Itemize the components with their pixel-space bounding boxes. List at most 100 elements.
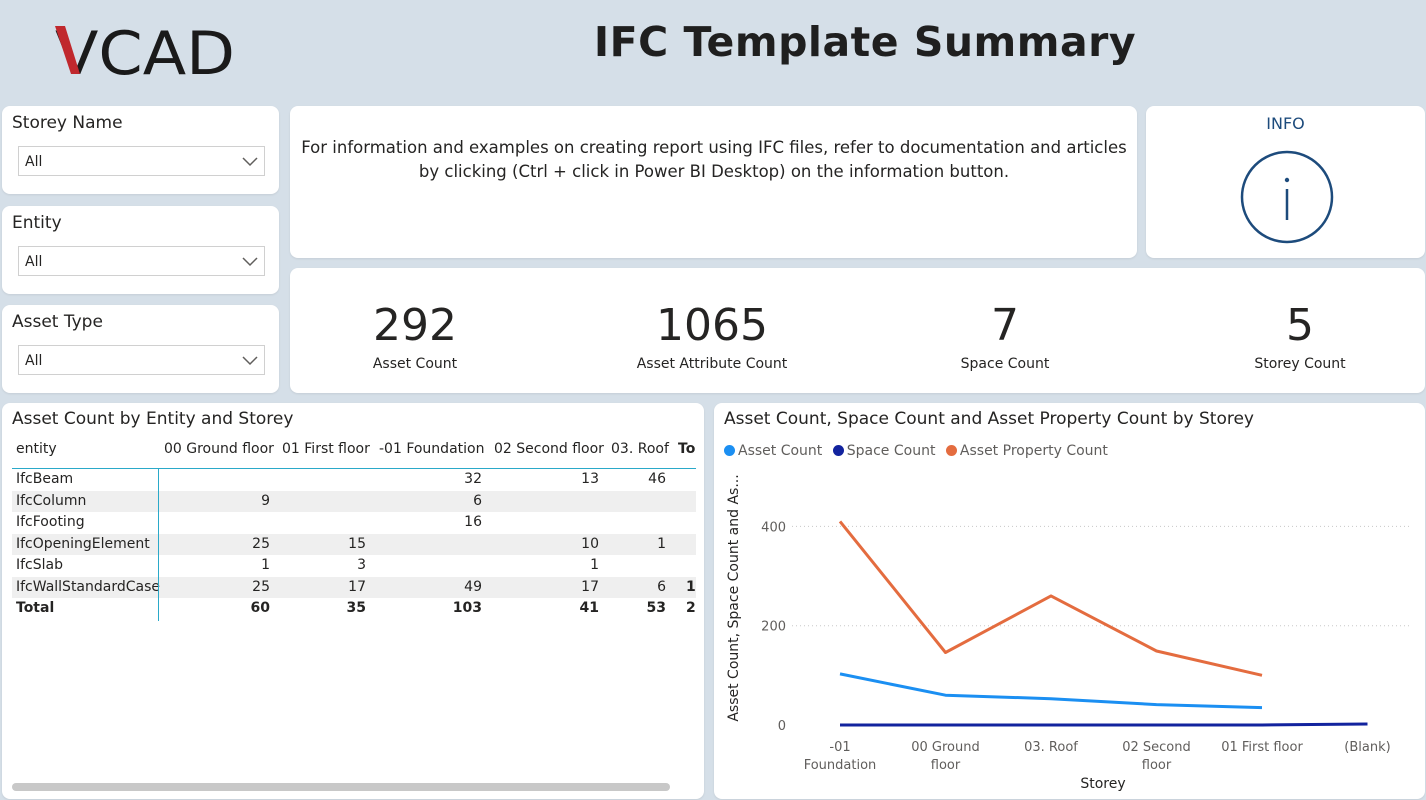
table-cell: 1 bbox=[657, 535, 666, 552]
column-header[interactable]: -01 Foundation bbox=[379, 441, 485, 457]
table-cell: 46 bbox=[648, 471, 666, 487]
data-point[interactable] bbox=[836, 670, 844, 678]
data-point[interactable] bbox=[1364, 720, 1372, 728]
kpi-space-count: 7 Space Count bbox=[925, 298, 1085, 372]
data-point[interactable] bbox=[1258, 704, 1266, 712]
horizontal-scrollbar[interactable] bbox=[12, 783, 670, 791]
x-tick-label: 03. Roof bbox=[1024, 740, 1078, 755]
table-cell: 32 bbox=[464, 471, 482, 487]
slicer-title: Entity bbox=[12, 213, 62, 233]
chevron-down-icon bbox=[242, 257, 258, 267]
asset-type-dropdown[interactable]: All bbox=[18, 345, 265, 375]
table-cell: 53 bbox=[646, 600, 666, 616]
table-cell: 13 bbox=[581, 471, 599, 487]
entity-dropdown[interactable]: All bbox=[18, 246, 265, 276]
table-cell: 103 bbox=[452, 600, 482, 616]
x-tick-label: 01 First floor bbox=[1221, 740, 1303, 755]
data-point[interactable] bbox=[942, 721, 950, 729]
x-tick-label: -01 bbox=[829, 740, 850, 755]
table-row[interactable]: IfcWallStandardCase 25 17 49 17 6 1 bbox=[12, 576, 696, 598]
info-icon[interactable] bbox=[1240, 150, 1334, 244]
kpi-value: 5 bbox=[1286, 300, 1314, 351]
table-cell: 1 bbox=[686, 578, 696, 595]
slicer-title: Storey Name bbox=[12, 113, 123, 133]
kpi-card: 292 Asset Count 1065 Asset Attribute Cou… bbox=[290, 268, 1425, 393]
column-header[interactable]: 02 Second floor bbox=[494, 441, 604, 457]
table-cell: 25 bbox=[252, 578, 270, 595]
chart-title: Asset Count, Space Count and Asset Prope… bbox=[724, 409, 1254, 429]
table-cell: 25 bbox=[252, 535, 270, 552]
info-text-card: For information and examples on creating… bbox=[290, 106, 1137, 258]
legend-item-space-count[interactable]: Space Count bbox=[832, 443, 935, 459]
table-cell: 60 bbox=[250, 600, 270, 616]
data-point[interactable] bbox=[1047, 695, 1055, 703]
chart-legend: Asset Count Space Count Asset Property C… bbox=[724, 443, 1114, 459]
storey-name-dropdown[interactable]: All bbox=[18, 146, 265, 176]
x-axis-label: Storey bbox=[1080, 776, 1125, 792]
vcad-logo: VCAD bbox=[55, 22, 235, 78]
column-header[interactable]: To bbox=[678, 441, 696, 457]
x-tick-label: 02 Second bbox=[1122, 740, 1191, 755]
row-header: IfcWallStandardCase bbox=[16, 578, 161, 595]
table-row[interactable]: IfcBeam 32 13 46 bbox=[12, 469, 696, 490]
column-header[interactable]: 03. Roof bbox=[611, 441, 669, 457]
matrix-card: Asset Count by Entity and Storey entity … bbox=[2, 403, 704, 799]
x-tick-label: Foundation bbox=[804, 758, 877, 773]
table-cell: 35 bbox=[346, 600, 366, 616]
table-row[interactable]: IfcOpeningElement 25 15 10 1 bbox=[12, 533, 696, 555]
data-point[interactable] bbox=[942, 691, 950, 699]
data-point[interactable] bbox=[942, 649, 950, 657]
data-point[interactable] bbox=[1258, 721, 1266, 729]
table-row[interactable]: IfcColumn 9 6 bbox=[12, 490, 696, 512]
column-header[interactable]: 01 First floor bbox=[282, 441, 370, 457]
info-description: For information and examples on creating… bbox=[301, 138, 1127, 181]
legend-item-asset-count[interactable]: Asset Count bbox=[724, 443, 822, 459]
row-header: IfcSlab bbox=[16, 557, 63, 573]
series-line-asset-property-count[interactable] bbox=[838, 520, 1263, 677]
kpi-asset-attribute-count: 1065 Asset Attribute Count bbox=[612, 298, 812, 372]
svg-text:VCAD: VCAD bbox=[55, 22, 235, 78]
column-header[interactable]: 00 Ground floor bbox=[164, 441, 274, 457]
row-header-divider bbox=[158, 469, 159, 621]
legend-item-asset-property-count[interactable]: Asset Property Count bbox=[945, 443, 1108, 459]
slicer-storey-name: Storey Name All bbox=[2, 106, 279, 194]
table-row[interactable]: IfcSlab 1 3 1 bbox=[12, 555, 696, 576]
kpi-asset-count: 292 Asset Count bbox=[335, 298, 495, 372]
data-point[interactable] bbox=[836, 721, 844, 729]
data-point[interactable] bbox=[1047, 592, 1055, 600]
data-point[interactable] bbox=[1153, 721, 1161, 729]
table-cell: 41 bbox=[579, 600, 599, 616]
matrix-total-row[interactable]: Total 60 35 103 41 53 2 bbox=[12, 598, 696, 619]
slicer-title: Asset Type bbox=[12, 312, 103, 332]
data-point[interactable] bbox=[1047, 721, 1055, 729]
x-tick-label: floor bbox=[931, 758, 961, 773]
kpi-label: Space Count bbox=[960, 356, 1050, 372]
data-point[interactable] bbox=[1153, 647, 1161, 655]
table-cell: 2 bbox=[686, 600, 696, 616]
row-header: IfcOpeningElement bbox=[16, 535, 150, 552]
table-row[interactable]: IfcFooting 16 bbox=[12, 512, 696, 533]
slicer-asset-type: Asset Type All bbox=[2, 305, 279, 393]
data-point[interactable] bbox=[836, 517, 844, 525]
series-line-space-count[interactable] bbox=[840, 722, 1368, 727]
table-cell: 9 bbox=[261, 492, 270, 509]
header-divider bbox=[12, 468, 696, 469]
table-cell: 16 bbox=[464, 514, 482, 530]
column-header[interactable]: entity bbox=[16, 441, 57, 457]
data-point[interactable] bbox=[1153, 701, 1161, 709]
info-button-card: INFO bbox=[1146, 106, 1425, 258]
dropdown-value: All bbox=[25, 154, 43, 170]
kpi-value: 292 bbox=[373, 300, 457, 351]
data-point[interactable] bbox=[1258, 671, 1266, 679]
dropdown-value: All bbox=[25, 353, 43, 369]
table-cell: 1 bbox=[261, 557, 270, 573]
chevron-down-icon bbox=[242, 157, 258, 167]
series-line-asset-count[interactable] bbox=[839, 672, 1263, 710]
table-cell: 15 bbox=[348, 535, 366, 552]
matrix-title: Asset Count by Entity and Storey bbox=[12, 409, 294, 429]
x-tick-label: 00 Ground bbox=[911, 740, 980, 755]
y-tick-label: 400 bbox=[761, 520, 786, 535]
chevron-down-icon bbox=[242, 356, 258, 366]
table-cell: 6 bbox=[473, 492, 482, 509]
x-tick-label: floor bbox=[1142, 758, 1172, 773]
